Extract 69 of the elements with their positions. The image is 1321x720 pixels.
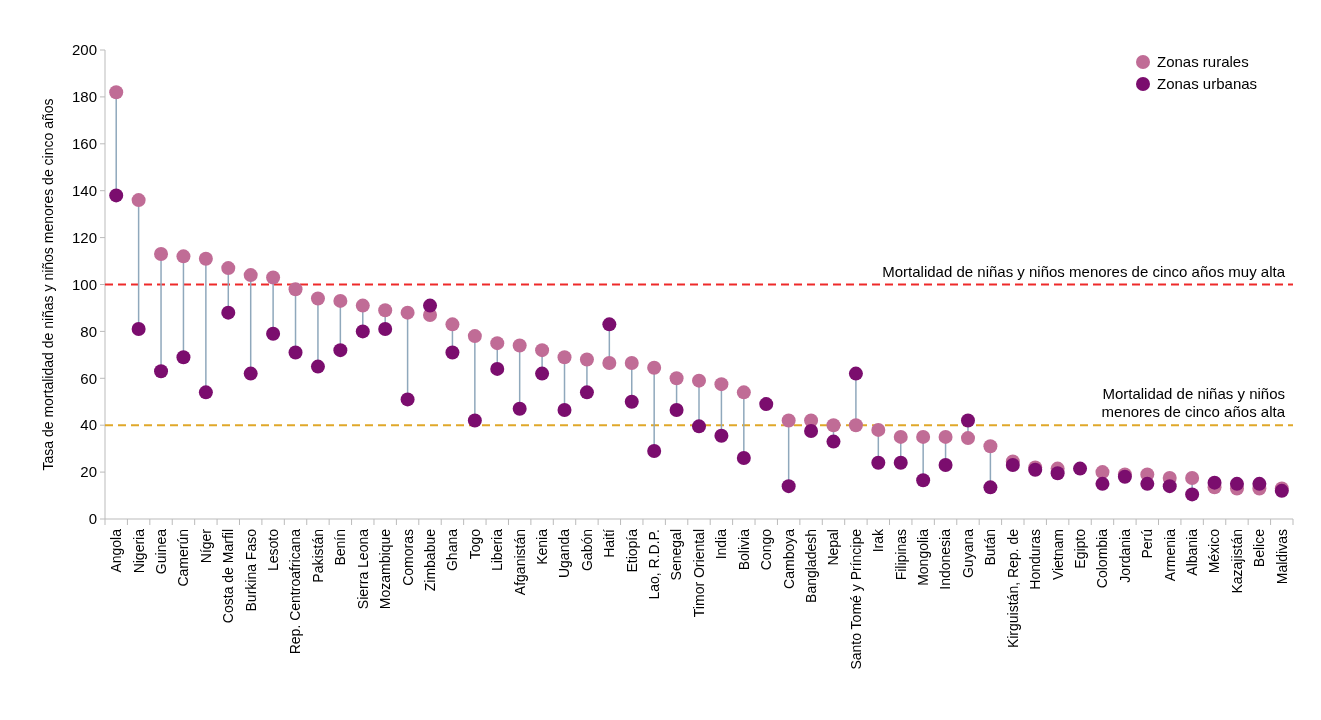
x-tick-label: Belice [1251, 528, 1268, 568]
x-tick-label: Togo [466, 528, 483, 560]
x-tick-label: México [1206, 528, 1223, 574]
y-tick-label: 200 [71, 41, 97, 59]
y-tick-label: 160 [71, 135, 97, 153]
x-tick-label: Benín [332, 529, 349, 566]
y-tick-label: 60 [80, 369, 97, 387]
x-tick-label: Honduras [1027, 529, 1044, 590]
x-tick-label: Angola [108, 528, 125, 573]
y-tick-label: 120 [71, 228, 97, 246]
x-tick-label: Sierra Leona [354, 528, 371, 610]
x-tick-label: Mongolia [915, 528, 932, 586]
x-tick-label: Kirguistán, Rep. de [1004, 528, 1021, 649]
y-tick-label: 80 [80, 322, 97, 340]
ref-line-label: Mortalidad de niñas y niños menores de cinco años alta [1101, 385, 1286, 421]
x-tick-label: Pakistán [309, 529, 326, 583]
x-tick-label: Vietnam [1049, 529, 1066, 581]
x-tick-label: Camerún [175, 529, 192, 587]
x-tick-label: Costa de Marfil [220, 529, 237, 624]
y-axis-title: Tasa de mortalidad de niñas y niños menores de cinco años [40, 98, 56, 471]
x-tick-label: Níger [197, 528, 214, 564]
x-tick-label: Afganistán [511, 529, 528, 596]
x-tick-label: Uganda [556, 528, 573, 579]
x-tick-label: Liberia [489, 528, 506, 572]
x-tick-label: Filipinas [892, 529, 909, 581]
x-tick-label: Irak [870, 528, 887, 553]
x-tick-label: Lao, R.D.P. [646, 529, 663, 600]
x-tick-label: Guyana [959, 528, 976, 579]
y-tick-label: 20 [80, 463, 97, 481]
x-tick-label: Bolivia [735, 528, 752, 571]
y-tick-label: 0 [88, 510, 97, 528]
legend-label: Zonas urbanas [1157, 75, 1258, 93]
x-tick-label: Zimbabue [421, 528, 438, 592]
x-tick-label: Nigeria [130, 528, 147, 574]
x-tick-label: Ghana [444, 528, 461, 572]
x-tick-label: Colombia [1094, 528, 1111, 589]
x-tick-label: Kenia [533, 528, 550, 565]
x-tick-label: Mozambique [377, 528, 394, 610]
x-tick-label: Santo Tomé y Príncipe [847, 528, 864, 670]
x-tick-label: Kazajistán [1228, 529, 1245, 594]
x-tick-label: Armenia [1161, 528, 1178, 582]
x-tick-label: Perú [1139, 529, 1156, 559]
x-tick-label: India [713, 528, 730, 560]
x-tick-label: Lesoto [265, 528, 282, 572]
x-tick-label: Bangladesh [802, 529, 819, 603]
x-tick-label: Senegal [668, 529, 685, 581]
x-tick-label: Maldivas [1273, 529, 1290, 585]
x-tick-label: Gabón [578, 529, 595, 572]
y-tick-label: 40 [80, 416, 97, 434]
x-tick-label: Nepal [825, 529, 842, 566]
x-tick-label: Haití [601, 528, 618, 558]
x-tick-label: Etiopía [623, 528, 640, 573]
x-tick-label: Camboya [780, 528, 797, 589]
x-tick-label: Bután [982, 529, 999, 566]
x-tick-label: Egipto [1071, 528, 1088, 569]
y-tick-label: 100 [71, 275, 97, 293]
x-tick-label: Indonesia [937, 528, 954, 590]
y-tick-label: 180 [71, 88, 97, 106]
x-tick-label: Burkina Faso [242, 528, 259, 612]
x-tick-label: Albania [1184, 528, 1201, 576]
x-tick-label: Jordania [1116, 528, 1133, 583]
x-tick-label: Guinea [152, 528, 169, 575]
x-tick-label: Rep. Centroafricana [287, 528, 304, 655]
y-tick-label: 140 [71, 181, 97, 199]
ref-line-label: Mortalidad de niñas y niños menores de cinco años muy alta [882, 262, 1286, 280]
x-tick-label: Timor Oriental [690, 529, 707, 618]
x-tick-label: Comoras [399, 529, 416, 586]
x-tick-label: Congo [758, 528, 775, 571]
legend-label: Zonas rurales [1157, 53, 1249, 71]
